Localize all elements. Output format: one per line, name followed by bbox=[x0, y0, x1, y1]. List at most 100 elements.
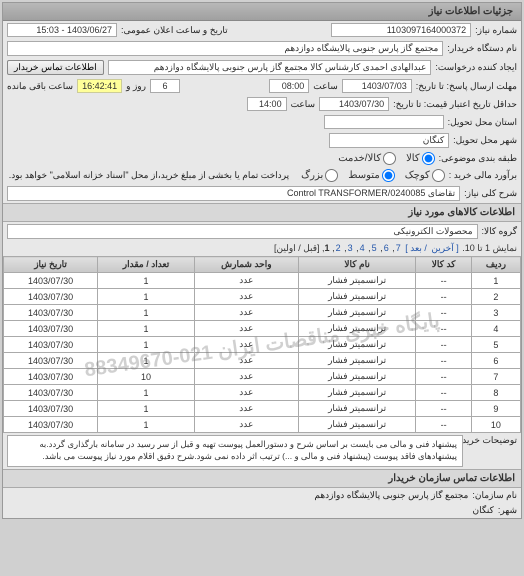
size-small-radio[interactable]: کوچک bbox=[405, 169, 445, 182]
pkg-radio-group: کالا کالا/خدمت bbox=[338, 152, 434, 165]
th-code: کد کالا bbox=[416, 257, 471, 273]
table-cell: عدد bbox=[194, 289, 298, 305]
delivery-state-value bbox=[324, 115, 444, 129]
pager-page-link[interactable]: 3 bbox=[348, 243, 353, 253]
table-cell: 1 bbox=[98, 305, 195, 321]
table-row: 6--ترانسمیتر فشارعدد11403/07/30 bbox=[4, 353, 521, 369]
table-cell: 6 bbox=[471, 353, 520, 369]
table-cell: -- bbox=[416, 273, 471, 289]
table-row: 4--ترانسمیتر فشارعدد11403/07/30 bbox=[4, 321, 521, 337]
goods-table-wrap: ردیف کد کالا نام کالا واحد شمارش تعداد /… bbox=[3, 256, 521, 433]
size-med-input[interactable] bbox=[382, 169, 395, 182]
th-unit: واحد شمارش bbox=[194, 257, 298, 273]
time-remain-label: ساعت باقی مانده bbox=[7, 81, 73, 92]
table-cell: -- bbox=[416, 337, 471, 353]
delivery-state-label: استان محل تحویل: bbox=[448, 117, 517, 128]
hour-label-1: ساعت bbox=[313, 81, 338, 92]
table-cell: عدد bbox=[194, 337, 298, 353]
table-cell: 10 bbox=[471, 417, 520, 433]
org-city-label: شهر: bbox=[498, 505, 517, 516]
pub-date-label: تاریخ و ساعت اعلان عمومی: bbox=[121, 25, 228, 36]
pager-page-link[interactable]: 7 bbox=[396, 243, 401, 253]
table-cell: 1 bbox=[471, 273, 520, 289]
goods-section-title: اطلاعات کالاهای مورد نیاز bbox=[3, 203, 521, 222]
valid-date: 1403/07/30 bbox=[319, 97, 389, 111]
table-cell: 1403/07/30 bbox=[4, 369, 98, 385]
size-large-radio[interactable]: بزرگ bbox=[301, 169, 338, 182]
table-cell: 1 bbox=[98, 337, 195, 353]
pkg-service-input[interactable] bbox=[383, 152, 396, 165]
size-radio-group: کوچک متوسط بزرگ bbox=[301, 169, 445, 182]
pager-current: 1 bbox=[325, 243, 330, 253]
time-remain: 16:42:41 bbox=[77, 79, 122, 93]
goods-table: ردیف کد کالا نام کالا واحد شمارش تعداد /… bbox=[3, 256, 521, 433]
contact-buyer-button[interactable]: اطلاعات تماس خریدار bbox=[7, 60, 104, 75]
table-cell: 1403/07/30 bbox=[4, 353, 98, 369]
pkg-service-radio[interactable]: کالا/خدمت bbox=[338, 152, 396, 165]
details-panel: جزئیات اطلاعات نیاز شماره نیاز: 11030971… bbox=[2, 2, 522, 519]
org-section-title: اطلاعات تماس سازمان خریدار bbox=[3, 469, 521, 488]
th-date: تاریخ نیاز bbox=[4, 257, 98, 273]
table-cell: ترانسمیتر فشار bbox=[298, 417, 416, 433]
buyer-note: پیشنهاد فنی و مالی می بایست بر اساس شرح … bbox=[7, 435, 463, 467]
th-name: نام کالا bbox=[298, 257, 416, 273]
table-cell: 1403/07/30 bbox=[4, 305, 98, 321]
table-cell: ترانسمیتر فشار bbox=[298, 353, 416, 369]
desc-value: Control TRANSFORMER/تقاضای 0240085 bbox=[7, 186, 460, 201]
org-city-value: کنگان bbox=[473, 505, 494, 516]
buyer-label: نام دستگاه خریدار: bbox=[447, 43, 517, 54]
hour-label-2: ساعت bbox=[291, 99, 316, 110]
req-no-label: شماره نیاز: bbox=[475, 25, 517, 36]
table-row: 7--ترانسمیتر فشارعدد101403/07/30 bbox=[4, 369, 521, 385]
table-cell: ترانسمیتر فشار bbox=[298, 401, 416, 417]
pager-summary: نمایش 1 تا 10. bbox=[462, 243, 517, 253]
deadline-date: 1403/07/03 bbox=[342, 79, 412, 93]
table-row: 9--ترانسمیتر فشارعدد11403/07/30 bbox=[4, 401, 521, 417]
table-cell: ترانسمیتر فشار bbox=[298, 385, 416, 401]
size-large-input[interactable] bbox=[325, 169, 338, 182]
table-cell: 1 bbox=[98, 321, 195, 337]
table-cell: 5 bbox=[471, 337, 520, 353]
table-cell: عدد bbox=[194, 305, 298, 321]
table-cell: 9 bbox=[471, 401, 520, 417]
table-row: 10--ترانسمیتر فشارعدد11403/07/30 bbox=[4, 417, 521, 433]
org-name-label: نام سازمان: bbox=[472, 490, 517, 501]
deadline-hour: 08:00 bbox=[269, 79, 309, 93]
table-cell: 3 bbox=[471, 305, 520, 321]
table-cell: -- bbox=[416, 321, 471, 337]
pkg-label: طبقه بندی موضوعی: bbox=[439, 153, 517, 164]
pager-next-link[interactable]: / بعد ] bbox=[405, 243, 427, 253]
table-cell: عدد bbox=[194, 401, 298, 417]
table-cell: ترانسمیتر فشار bbox=[298, 305, 416, 321]
table-cell: عدد bbox=[194, 273, 298, 289]
table-cell: 1403/07/30 bbox=[4, 385, 98, 401]
pager-last-link[interactable]: [ آخرین bbox=[431, 243, 458, 253]
pkg-goods-radio[interactable]: کالا bbox=[406, 152, 435, 165]
pager-page-link[interactable]: 2 bbox=[336, 243, 341, 253]
buyer-value: مجتمع گاز پارس جنوبی پالایشگاه دوازدهم bbox=[7, 41, 443, 56]
creator-label: ایجاد کننده درخواست: bbox=[435, 62, 517, 73]
table-cell: ترانسمیتر فشار bbox=[298, 337, 416, 353]
table-row: 5--ترانسمیتر فشارعدد11403/07/30 bbox=[4, 337, 521, 353]
table-cell: عدد bbox=[194, 369, 298, 385]
size-small-input[interactable] bbox=[432, 169, 445, 182]
table-cell: عدد bbox=[194, 353, 298, 369]
pager-page-link[interactable]: 6 bbox=[384, 243, 389, 253]
table-cell: 4 bbox=[471, 321, 520, 337]
size-label: برآورد مالی خرید : bbox=[449, 170, 517, 181]
table-row: 8--ترانسمیتر فشارعدد11403/07/30 bbox=[4, 385, 521, 401]
days-remain-label: روز و bbox=[126, 81, 146, 92]
table-cell: ترانسمیتر فشار bbox=[298, 321, 416, 337]
table-cell: 10 bbox=[98, 369, 195, 385]
pager-prev: [قبل / اولین] bbox=[274, 243, 320, 253]
table-cell: 8 bbox=[471, 385, 520, 401]
pager-page-link[interactable]: 4 bbox=[360, 243, 365, 253]
panel-title: جزئیات اطلاعات نیاز bbox=[3, 3, 521, 21]
creator-value: عبدالهادی احمدی کارشناس کالا مجتمع گاز پ… bbox=[108, 60, 432, 75]
pkg-goods-input[interactable] bbox=[422, 152, 435, 165]
pager-page-link[interactable]: 5 bbox=[372, 243, 377, 253]
table-cell: 1403/07/30 bbox=[4, 321, 98, 337]
size-med-radio[interactable]: متوسط bbox=[348, 169, 394, 182]
table-cell: 1 bbox=[98, 289, 195, 305]
days-remain: 6 bbox=[150, 79, 180, 93]
